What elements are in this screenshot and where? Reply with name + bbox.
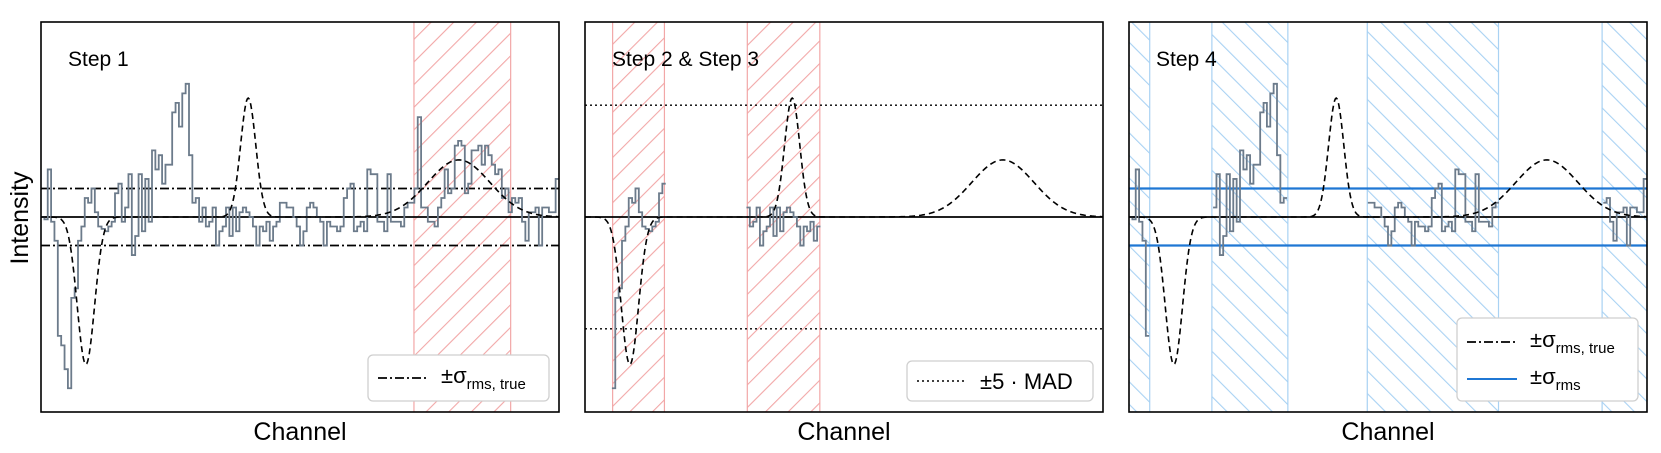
spectrum-segment-1 — [1129, 168, 1150, 337]
spectrum-segment-1 — [611, 182, 666, 390]
spectrum-series — [611, 182, 821, 390]
legend: ±σrms, true ±σrms — [1456, 317, 1639, 402]
model-series — [585, 97, 1103, 366]
model-curve — [1129, 97, 1647, 366]
spectrum-segment-1 — [41, 82, 559, 390]
legend: ±5 · MAD — [906, 360, 1094, 402]
legend-subscript: rms, true — [467, 376, 526, 393]
svg-text:±σrms, true: ±σrms, true — [1530, 327, 1615, 357]
legend-box — [906, 360, 1094, 402]
y-axis-label: Intensity — [6, 171, 34, 265]
spectrum-series — [41, 82, 559, 390]
legend-label: ±σ — [1530, 327, 1556, 352]
panel-step-1: Step 1 Channel ±σrms, true — [40, 21, 560, 446]
legend-subscript: rms — [1556, 377, 1581, 394]
legend-label: ±σ — [1530, 364, 1556, 389]
x-axis-label: Channel — [1341, 418, 1434, 446]
legend: ±σrms, true — [367, 354, 550, 402]
spectrum-segment-2 — [1213, 82, 1288, 256]
legend-subscript: rms, true — [1556, 340, 1615, 357]
step-annotation: Step 4 — [1156, 48, 1217, 71]
legend-box — [367, 354, 550, 402]
spectrum-segment-4 — [1603, 178, 1647, 247]
step-annotation: Step 2 & Step 3 — [612, 48, 759, 71]
plot-frame — [1128, 21, 1648, 413]
panel-step-4: Step 4 Channel ±σrms, true ±σrms — [1128, 21, 1648, 446]
plot-frame — [40, 21, 560, 413]
step-annotation: Step 1 — [68, 48, 129, 71]
x-axis-label: Channel — [797, 418, 890, 446]
model-curve — [585, 97, 1103, 366]
x-axis-label: Channel — [253, 418, 346, 446]
model-series — [41, 97, 559, 366]
panel-step-2-3: Step 2 & Step 3 Channel ±5 · MAD — [584, 21, 1104, 446]
legend-label: ±5 · MAD — [980, 369, 1073, 394]
legend-box — [1456, 317, 1639, 402]
model-curve — [41, 97, 559, 366]
svg-text:±σrms, true: ±σrms, true — [441, 363, 526, 393]
model-series — [1129, 97, 1647, 366]
svg-text:±σrms: ±σrms — [1530, 364, 1581, 394]
plot-frame — [584, 21, 1104, 413]
spectrum-segment-2 — [746, 206, 821, 247]
legend-label: ±σ — [441, 363, 467, 388]
